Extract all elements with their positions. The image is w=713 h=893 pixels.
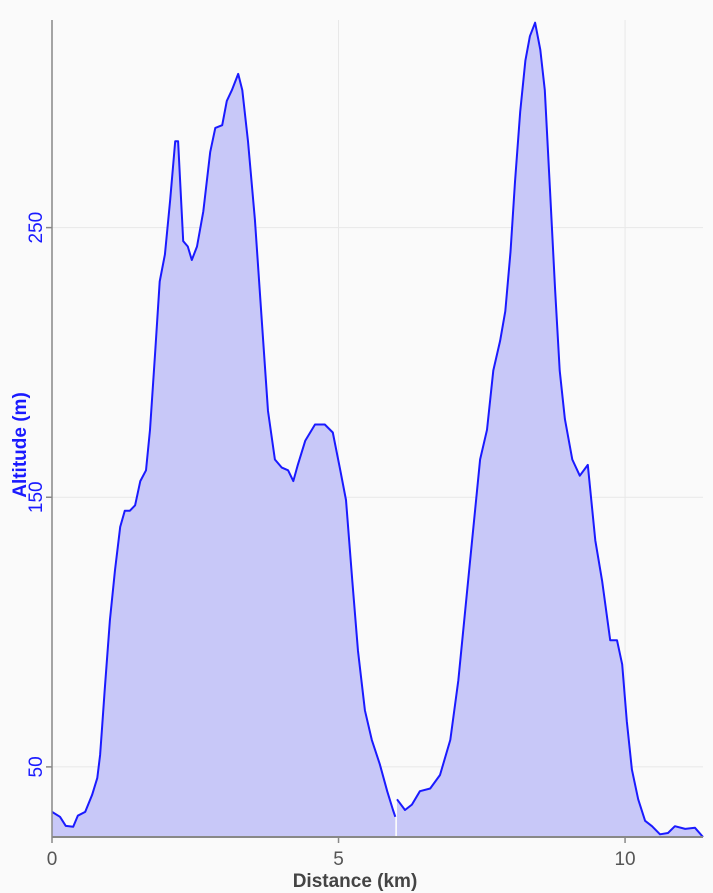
y-axis-label: Altitude (m) [10, 392, 31, 498]
y-tick-label: 50 [26, 756, 47, 777]
y-tick-label: 150 [26, 481, 47, 513]
series-line [396, 21, 704, 838]
y-tick-label: 250 [26, 212, 47, 244]
area-fill [52, 73, 396, 837]
areas [51, 21, 704, 838]
area-fill [396, 22, 703, 837]
ticks: 0 5 10 50 150 250 [26, 212, 636, 870]
axes [51, 20, 703, 838]
x-axis-label: Distance (km) [293, 871, 418, 892]
x-tick-label: 5 [333, 849, 344, 870]
x-tick-label: 0 [47, 849, 58, 870]
x-tick-label: 10 [614, 849, 635, 870]
series-line [51, 72, 397, 828]
